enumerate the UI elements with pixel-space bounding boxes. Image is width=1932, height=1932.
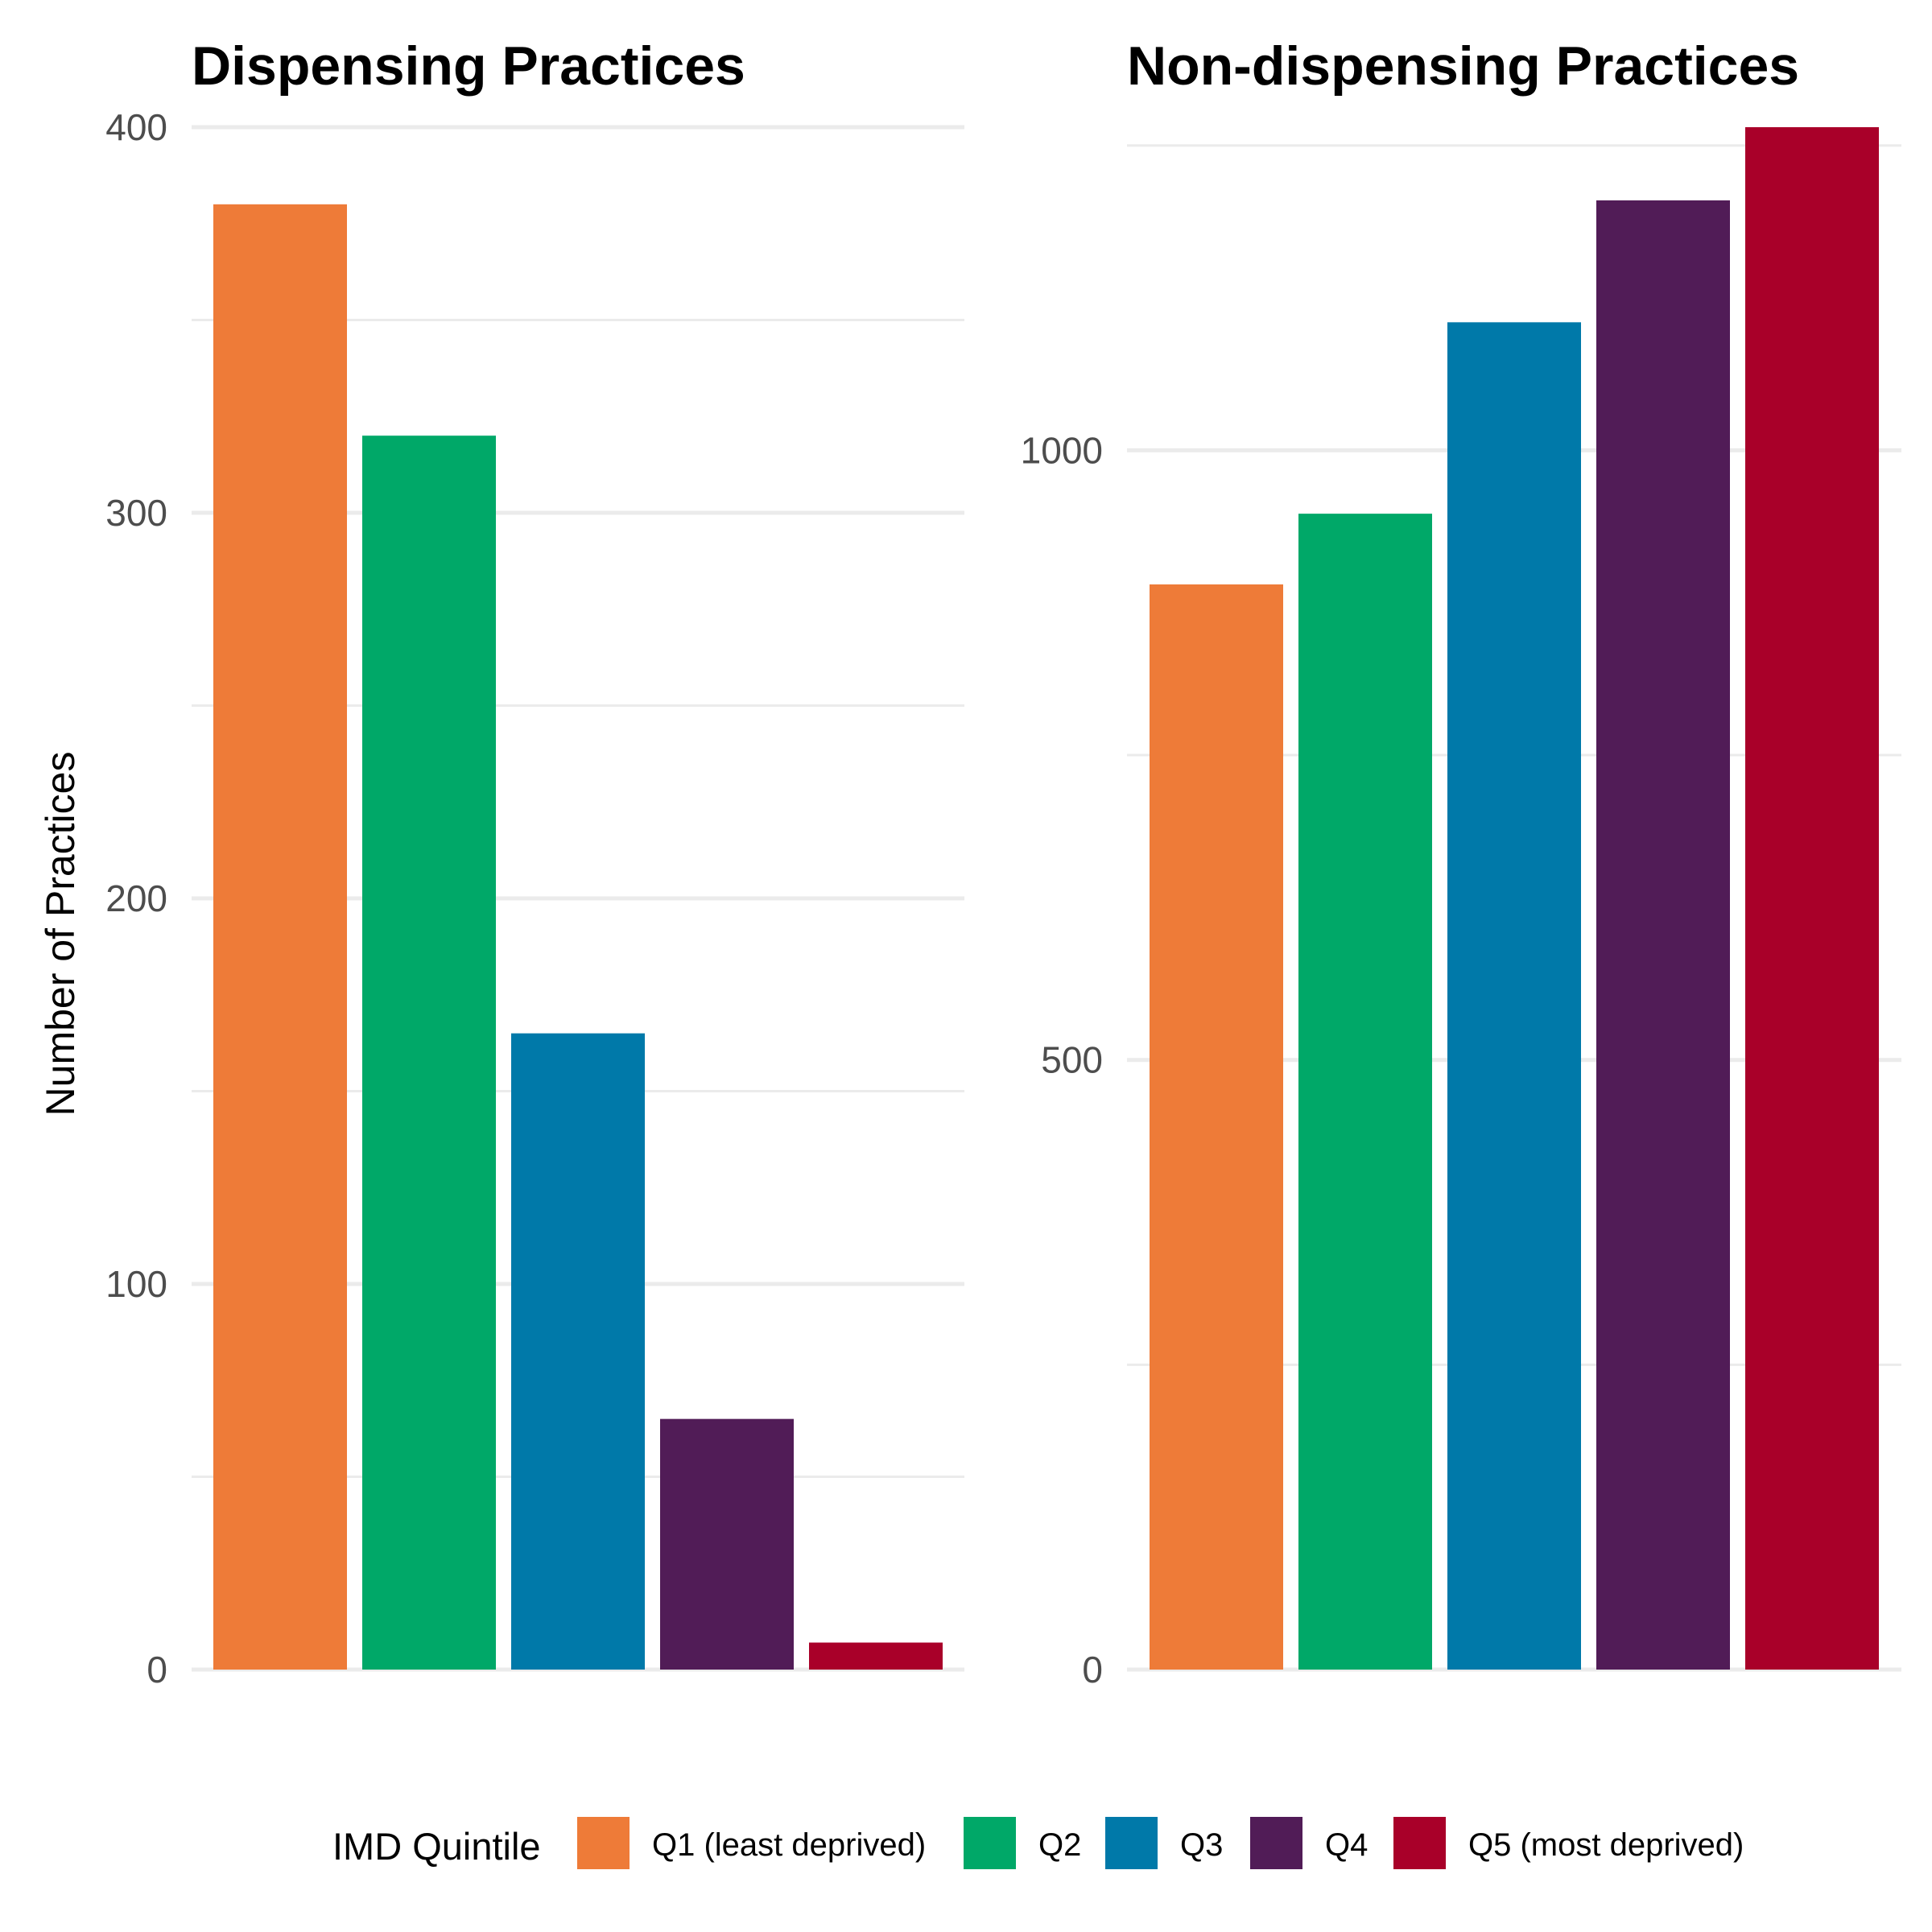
bars-dispensing bbox=[213, 204, 943, 1670]
bar-3 bbox=[511, 1033, 645, 1670]
legend-items: Q1 (least deprived) Q2 Q3 Q4 Q5 (most depriv… bbox=[577, 1817, 1744, 1869]
legend-label: Q4 bbox=[1325, 1827, 1368, 1863]
legend-item-2: Q2 bbox=[964, 1817, 1081, 1869]
bar-5 bbox=[809, 1642, 943, 1670]
legend-title: IMD Quintile bbox=[332, 1825, 541, 1868]
legend-item-4: Q4 bbox=[1250, 1817, 1368, 1869]
bar-5 bbox=[1745, 127, 1879, 1670]
y-tick-label: 500 bbox=[1041, 1039, 1103, 1081]
bar-1 bbox=[1150, 584, 1283, 1670]
legend-swatch bbox=[1393, 1817, 1446, 1869]
legend-label: Q2 bbox=[1038, 1827, 1081, 1863]
y-tick-label: 0 bbox=[1082, 1649, 1103, 1690]
bar-2 bbox=[1298, 514, 1432, 1670]
y-ticks-dispensing: 0 100 200 300 400 bbox=[105, 106, 167, 1690]
panel-non-dispensing: Non-dispensing Practices 0 500 1000 bbox=[1021, 35, 1901, 1690]
bar-2 bbox=[362, 436, 496, 1670]
y-tick-label: 400 bbox=[105, 106, 167, 148]
legend-swatch bbox=[1250, 1817, 1302, 1869]
y-tick-label: 1000 bbox=[1021, 429, 1103, 471]
legend-item-1: Q1 (least deprived) bbox=[577, 1817, 926, 1869]
legend: IMD Quintile Q1 (least deprived) Q2 Q3 Q4 Q5… bbox=[332, 1817, 1744, 1869]
legend-label: Q1 (least deprived) bbox=[652, 1827, 926, 1863]
bar-4 bbox=[660, 1418, 794, 1670]
legend-item-5: Q5 (most deprived) bbox=[1393, 1817, 1744, 1869]
panel-title-dispensing: Dispensing Practices bbox=[192, 35, 745, 97]
y-axis-title: Number of Practices bbox=[38, 752, 83, 1117]
y-tick-label: 200 bbox=[105, 877, 167, 919]
bar-1 bbox=[213, 204, 347, 1670]
bar-3 bbox=[1447, 322, 1581, 1670]
y-tick-label: 300 bbox=[105, 492, 167, 534]
y-tick-label: 100 bbox=[105, 1263, 167, 1305]
bar-4 bbox=[1596, 200, 1730, 1670]
panel-dispensing: Dispensing Practices 0 100 200 300 400 bbox=[105, 35, 964, 1690]
bars-non-dispensing bbox=[1150, 127, 1879, 1670]
legend-label: Q5 (most deprived) bbox=[1468, 1827, 1744, 1863]
legend-label: Q3 bbox=[1180, 1827, 1223, 1863]
y-ticks-non-dispensing: 0 500 1000 bbox=[1021, 429, 1103, 1690]
legend-swatch bbox=[1105, 1817, 1158, 1869]
legend-swatch bbox=[964, 1817, 1016, 1869]
y-tick-label: 0 bbox=[147, 1649, 167, 1690]
legend-swatch bbox=[577, 1817, 630, 1869]
legend-item-3: Q3 bbox=[1105, 1817, 1223, 1869]
panel-title-non-dispensing: Non-dispensing Practices bbox=[1127, 35, 1799, 97]
